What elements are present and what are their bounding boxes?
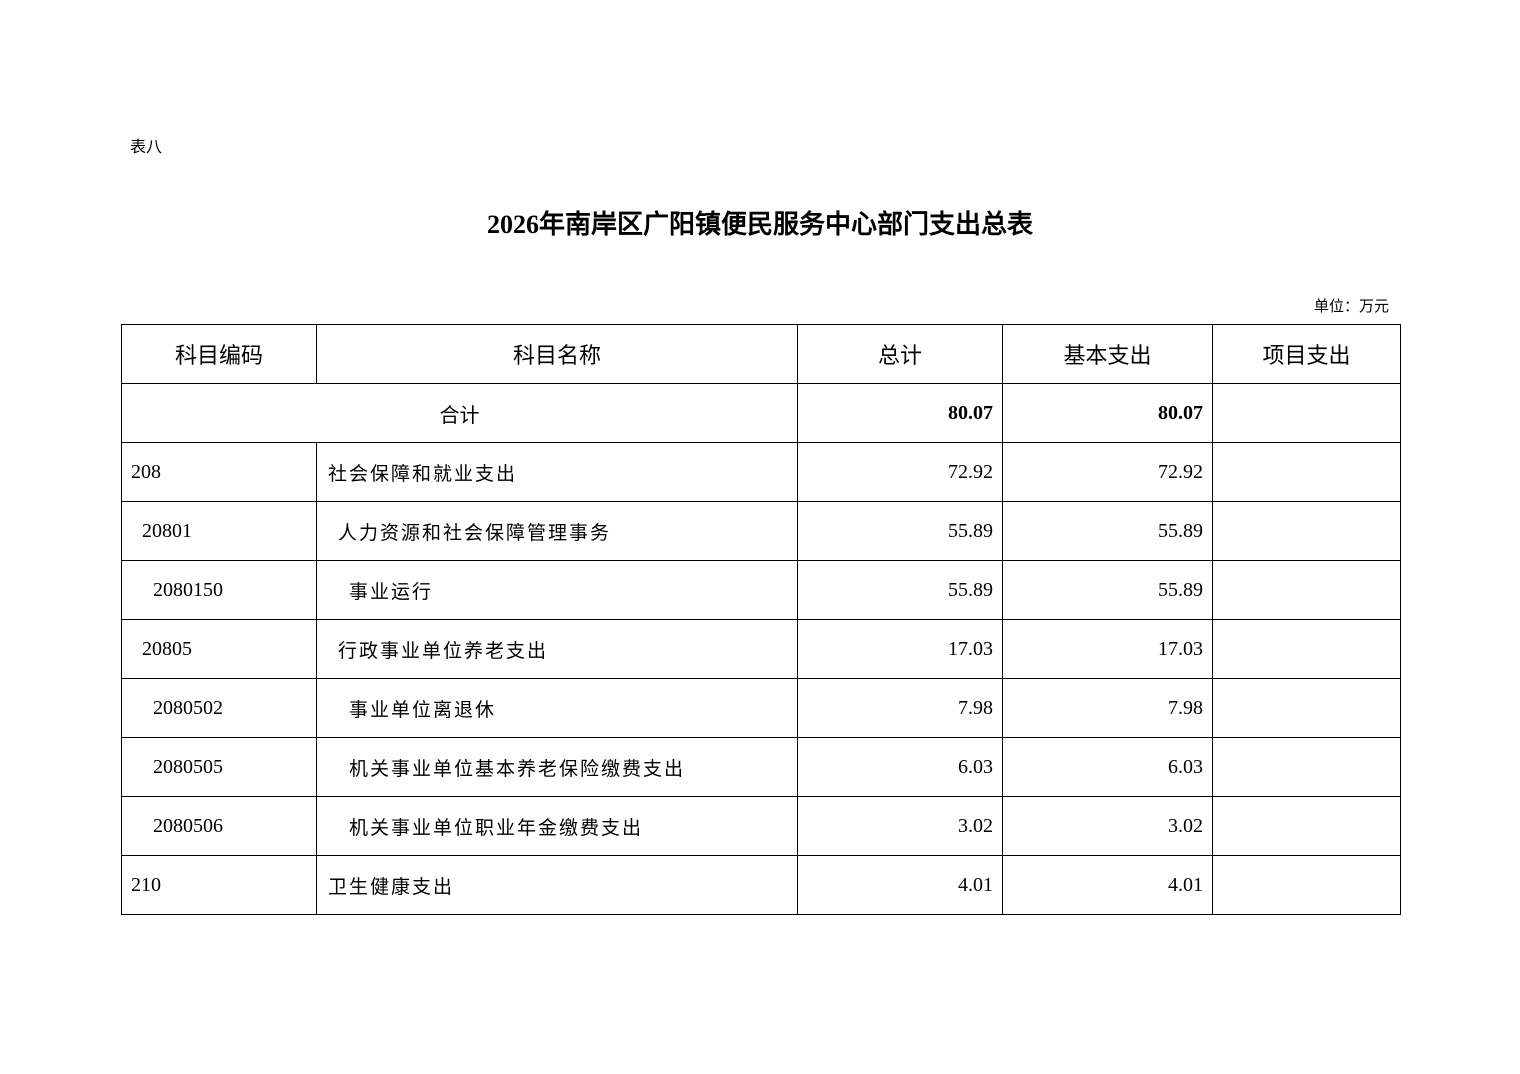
row-total: 3.02: [797, 796, 1003, 856]
row-total: 6.03: [797, 737, 1003, 797]
row-code: 20805: [121, 619, 317, 679]
row-total: 17.03: [797, 619, 1003, 679]
table-row: 20805 行政事业单位养老支出 17.03 17.03: [121, 619, 1401, 679]
row-basic: 6.03: [1002, 737, 1213, 797]
row-code: 2080506: [121, 796, 317, 856]
row-basic: 7.98: [1002, 678, 1213, 738]
table-row: 2080150 事业运行 55.89 55.89: [121, 560, 1401, 620]
row-basic: 55.89: [1002, 560, 1213, 620]
row-code: 208: [121, 442, 317, 502]
total-label: 合计: [121, 383, 798, 443]
table-row: 20801 人力资源和社会保障管理事务 55.89 55.89: [121, 501, 1401, 561]
row-basic: 72.92: [1002, 442, 1213, 502]
row-basic: 17.03: [1002, 619, 1213, 679]
header-name: 科目名称: [316, 324, 798, 384]
table-row: 208 社会保障和就业支出 72.92 72.92: [121, 442, 1401, 502]
row-name: 机关事业单位基本养老保险缴费支出: [316, 737, 798, 797]
document-title: 2026年南岸区广阳镇便民服务中心部门支出总表: [486, 210, 1033, 239]
row-name: 人力资源和社会保障管理事务: [316, 501, 798, 561]
row-basic: 55.89: [1002, 501, 1213, 561]
row-basic: 4.01: [1002, 855, 1213, 915]
header-code: 科目编码: [121, 324, 317, 384]
row-project: [1212, 619, 1401, 679]
row-project: [1212, 855, 1401, 915]
row-code: 210: [121, 855, 317, 915]
total-basic: 80.07: [1002, 383, 1213, 443]
row-project: [1212, 678, 1401, 738]
row-project: [1212, 560, 1401, 620]
row-project: [1212, 737, 1401, 797]
table-row: 210 卫生健康支出 4.01 4.01: [121, 855, 1401, 915]
total-total: 80.07: [797, 383, 1003, 443]
header-project: 项目支出: [1212, 324, 1401, 384]
table-row: 2080505 机关事业单位基本养老保险缴费支出 6.03 6.03: [121, 737, 1401, 797]
row-total: 4.01: [797, 855, 1003, 915]
table-header-row: 科目编码 科目名称 总计 基本支出 项目支出: [121, 324, 1401, 384]
row-total: 72.92: [797, 442, 1003, 502]
table-row: 2080502 事业单位离退休 7.98 7.98: [121, 678, 1401, 738]
row-code: 2080150: [121, 560, 317, 620]
row-project: [1212, 796, 1401, 856]
row-name: 卫生健康支出: [316, 855, 798, 915]
row-total: 55.89: [797, 501, 1003, 561]
total-row: 合计 80.07 80.07: [121, 383, 1401, 443]
header-basic: 基本支出: [1002, 324, 1213, 384]
row-name: 社会保障和就业支出: [316, 442, 798, 502]
row-project: [1212, 501, 1401, 561]
row-basic: 3.02: [1002, 796, 1213, 856]
expenditure-table: 科目编码 科目名称 总计 基本支出 项目支出 合计 80.07 80.07 20…: [121, 324, 1401, 915]
table-row: 2080506 机关事业单位职业年金缴费支出 3.02 3.02: [121, 796, 1401, 856]
header-total: 总计: [797, 324, 1003, 384]
row-code: 2080505: [121, 737, 317, 797]
row-total: 7.98: [797, 678, 1003, 738]
row-name: 事业单位离退休: [316, 678, 798, 738]
table-label: 表八: [130, 139, 163, 156]
row-code: 20801: [121, 501, 317, 561]
row-name: 机关事业单位职业年金缴费支出: [316, 796, 798, 856]
row-code: 2080502: [121, 678, 317, 738]
row-total: 55.89: [797, 560, 1003, 620]
unit-label: 单位：万元: [1313, 299, 1389, 315]
total-project: [1212, 383, 1401, 443]
row-name: 行政事业单位养老支出: [316, 619, 798, 679]
row-project: [1212, 442, 1401, 502]
row-name: 事业运行: [316, 560, 798, 620]
